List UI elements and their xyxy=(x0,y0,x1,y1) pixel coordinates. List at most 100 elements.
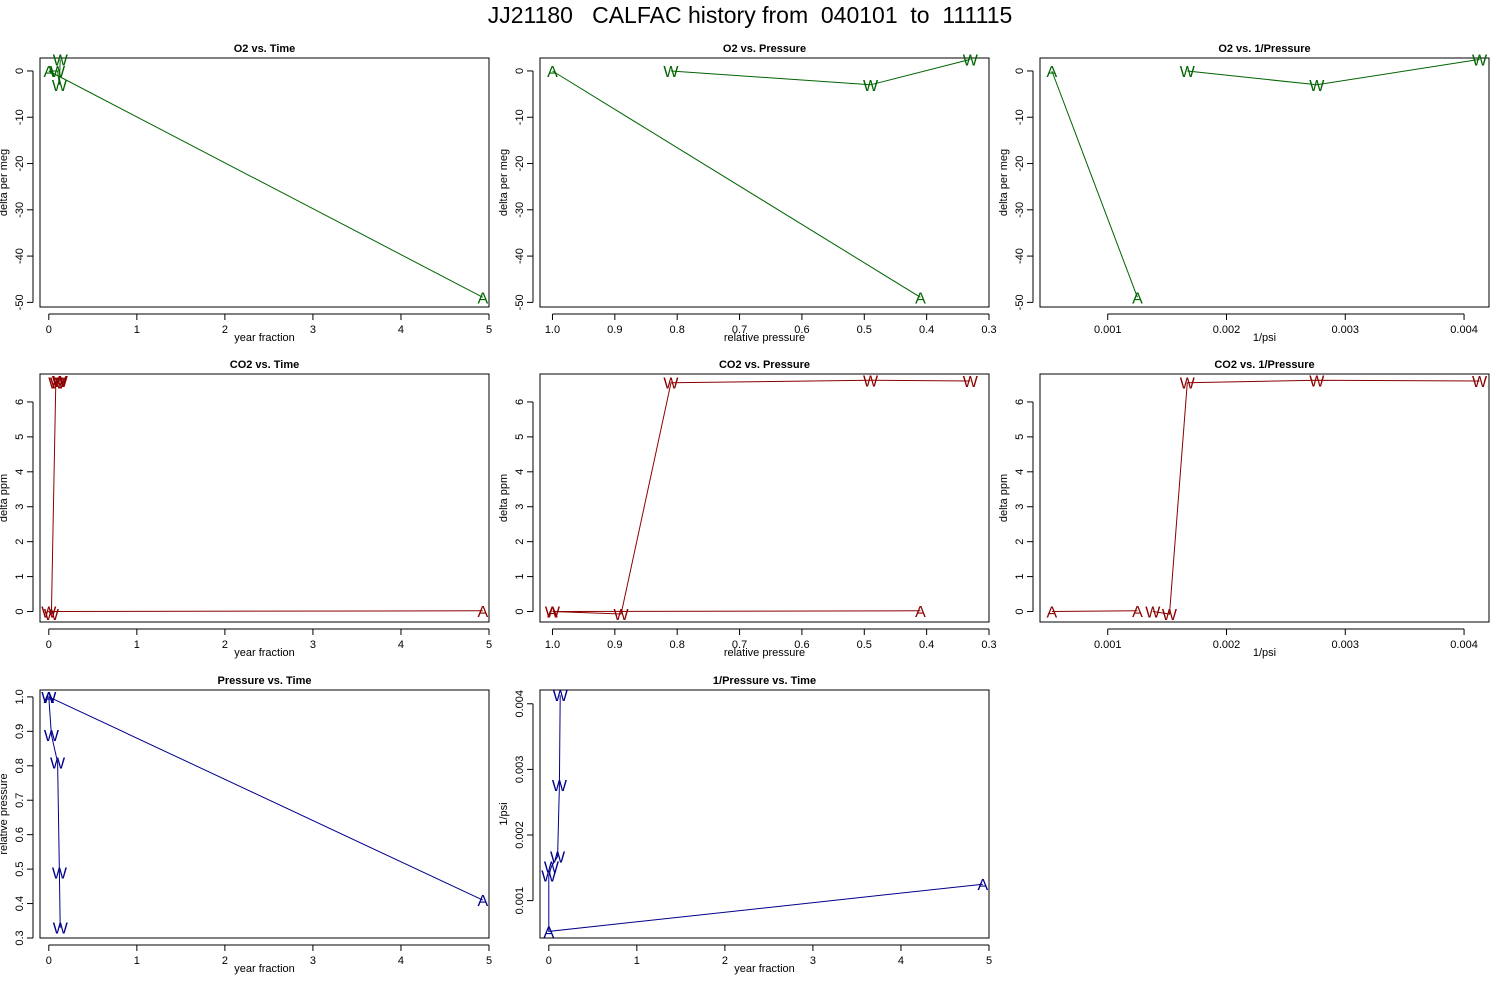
y-tick-label: 0 xyxy=(1014,68,1026,74)
data-point-marker: W xyxy=(53,374,69,391)
chart-pressure-vs-time: Pressure vs. Time 0 1 2 3 4 5 year fraction 0.3 0… xyxy=(0,675,492,975)
series-line xyxy=(552,379,971,615)
y-axis-label: delta per meg xyxy=(498,149,510,216)
data-point-marker: W xyxy=(1180,376,1196,393)
x-tick-label: 0 xyxy=(46,955,52,967)
y-tick-label: -10 xyxy=(514,109,526,125)
data-point-marker: W xyxy=(1180,64,1196,81)
data-point-marker: A xyxy=(478,893,489,910)
y-tick-label: 1 xyxy=(1014,574,1026,580)
chart-title: O2 vs. 1/Pressure xyxy=(1218,43,1310,55)
data-point-marker: W xyxy=(52,78,68,95)
y-tick-label: 0.002 xyxy=(514,821,526,849)
x-tick-label: 1 xyxy=(634,955,640,967)
x-tick-label: 3 xyxy=(310,639,316,651)
y-tick-label: 0.5 xyxy=(14,861,26,876)
data-point-marker: A xyxy=(43,690,54,707)
x-axis-label: relative pressure xyxy=(724,647,805,659)
x-tick-label: 0.003 xyxy=(1332,639,1360,651)
x-tick-label: 3 xyxy=(810,955,816,967)
y-tick-label: 0 xyxy=(14,68,26,74)
data-point-marker: W xyxy=(552,778,568,795)
y-tick-label: 0 xyxy=(514,68,526,74)
x-tick-label: 0 xyxy=(46,639,52,651)
data-point-marker: A xyxy=(478,290,489,307)
x-tick-label: 0.9 xyxy=(607,324,622,336)
data-point-marker: W xyxy=(50,755,66,772)
data-point-marker: A xyxy=(915,604,926,621)
y-tick-label: 5 xyxy=(14,434,26,440)
x-tick-label: 1.0 xyxy=(545,324,560,336)
data-point-marker: W xyxy=(1472,52,1488,69)
data-point-marker: W xyxy=(863,78,879,95)
data-point-marker: W xyxy=(541,869,557,886)
data-point-marker: A xyxy=(43,64,54,81)
chart-title: O2 vs. Pressure xyxy=(723,43,806,55)
x-tick-label: 0.002 xyxy=(1213,324,1241,336)
x-tick-label: 5 xyxy=(486,324,492,336)
y-tick-label: -40 xyxy=(1014,248,1026,264)
y-tick-label: 0 xyxy=(514,608,526,614)
x-tick-label: 0.004 xyxy=(1450,324,1478,336)
x-tick-label: 0.3 xyxy=(981,324,996,336)
x-tick-label: 0.7 xyxy=(732,639,747,651)
plot-frame xyxy=(39,373,490,623)
y-tick-label: -30 xyxy=(14,202,26,218)
chart-o2-vs-1-pressure: O2 vs. 1/Pressure 0.001 0.002 0.003 0.004 1/p… xyxy=(998,43,1490,344)
x-tick-label: 0.6 xyxy=(794,324,809,336)
data-point-marker: W xyxy=(553,688,569,705)
data-point-marker: W xyxy=(1472,374,1488,391)
plot-frame xyxy=(539,689,990,939)
y-tick-label: 2 xyxy=(14,539,26,545)
series-line xyxy=(1187,58,1480,86)
x-tick-label: 1 xyxy=(134,639,140,651)
y-tick-label: -50 xyxy=(14,294,26,310)
data-point-marker: W xyxy=(53,52,69,69)
y-tick-label: 3 xyxy=(1014,504,1026,510)
series-line xyxy=(548,695,983,932)
y-tick-label: -50 xyxy=(514,294,526,310)
y-tick-label: 0.001 xyxy=(514,887,526,915)
y-tick-label: -30 xyxy=(514,202,526,218)
data-point-marker: W xyxy=(44,607,60,624)
y-tick-label: -10 xyxy=(14,109,26,125)
page-title: JJ21180 CALFAC history from 040101 to 11… xyxy=(487,2,1013,28)
y-tick-label: -10 xyxy=(1014,109,1026,125)
x-tick-label: 0.002 xyxy=(1213,639,1241,651)
y-tick-label: -20 xyxy=(14,156,26,172)
x-axis-label: 1/psi xyxy=(1253,332,1276,344)
data-point-marker: W xyxy=(1309,373,1325,390)
chart-title: O2 vs. Time xyxy=(234,43,296,55)
y-tick-label: -20 xyxy=(1014,156,1026,172)
series-line xyxy=(1152,379,1480,615)
x-tick-label: 0.003 xyxy=(1332,324,1360,336)
y-tick-label: 0.8 xyxy=(14,758,26,773)
data-point-marker: W xyxy=(41,605,57,622)
data-point-marker: A xyxy=(915,290,926,307)
data-point-marker: W xyxy=(545,605,561,622)
y-tick-label: 4 xyxy=(14,469,26,475)
x-tick-label: 4 xyxy=(398,324,404,336)
chart-title: CO2 vs. 1/Pressure xyxy=(1214,359,1314,371)
data-point-marker: W xyxy=(963,374,979,391)
data-point-marker: W xyxy=(663,376,679,393)
chart-1-pressure-vs-time: 1/Pressure vs. Time 0 1 2 3 4 5 year fraction 0.… xyxy=(498,675,992,975)
chart-co2-vs-pressure: CO2 vs. Pressure 1.0 0.9 0.8 0.7 0.6 0.5 0.4 0.3… xyxy=(498,359,997,659)
chart-title: Pressure vs. Time xyxy=(218,675,312,687)
data-point-marker: W xyxy=(50,64,66,81)
data-point-marker: A xyxy=(978,877,989,894)
data-point-marker: A xyxy=(1047,64,1058,81)
x-tick-label: 0.6 xyxy=(794,639,809,651)
y-tick-label: 4 xyxy=(1014,469,1026,475)
y-tick-label: 2 xyxy=(514,539,526,545)
x-axis-label: year fraction xyxy=(734,963,795,975)
y-tick-label: 0.9 xyxy=(14,724,26,739)
data-point-marker: A xyxy=(1047,605,1058,622)
x-tick-label: 2 xyxy=(222,955,228,967)
y-tick-label: 5 xyxy=(1014,434,1026,440)
x-tick-label: 1 xyxy=(134,955,140,967)
series-line xyxy=(1051,610,1138,612)
chart-co2-vs-time: CO2 vs. Time 0 1 2 3 4 5 year fraction 0 1 2 3 4 5 6 de… xyxy=(0,359,492,659)
x-tick-label: 0.7 xyxy=(732,324,747,336)
